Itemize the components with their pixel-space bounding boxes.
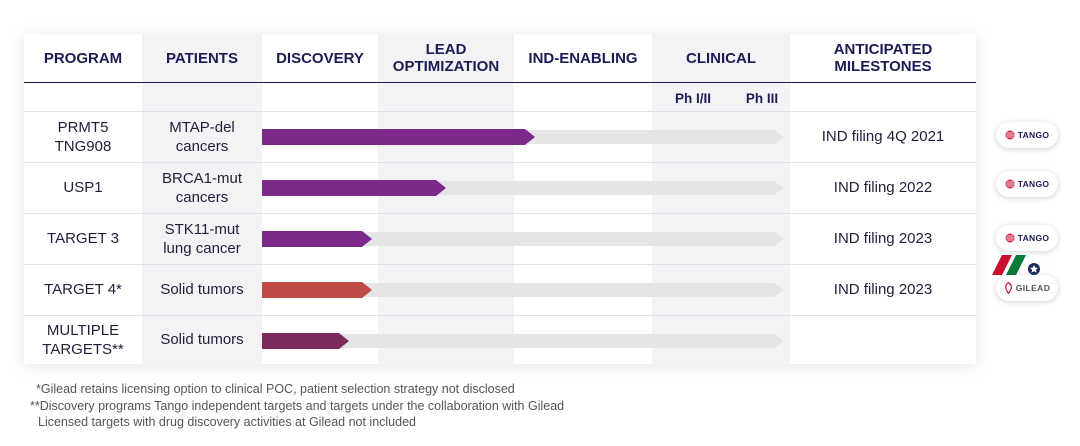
row-3-milestone: IND filing 2023 bbox=[833, 230, 933, 247]
gilead-logo-icon bbox=[1004, 282, 1012, 294]
row-3-progress-bar bbox=[262, 231, 373, 247]
row-divider bbox=[24, 213, 976, 214]
header-clinical: CLINICAL bbox=[686, 49, 756, 67]
row-5-progress-bar bbox=[262, 333, 349, 349]
header-discovery: DISCOVERY bbox=[276, 49, 364, 67]
row-3-patients: STK11-mut lung cancer bbox=[142, 213, 262, 264]
footnote-2: **Discovery programs Tango independent t… bbox=[30, 399, 565, 413]
clinical-column-shade bbox=[652, 34, 790, 364]
header-program: PROGRAM bbox=[43, 49, 123, 67]
watermark-logo-icon bbox=[992, 255, 1040, 275]
tango-badge-row-2: TANGO bbox=[996, 171, 1058, 197]
row-2-program: USP1 bbox=[63, 179, 103, 196]
header-lead-optimization: LEAD OPTIMIZATION bbox=[378, 34, 514, 82]
header-ind-enabling: IND-ENABLING bbox=[528, 49, 638, 67]
tango-logo-icon bbox=[1005, 179, 1015, 189]
row-divider bbox=[24, 111, 976, 112]
row-3-patients-line2: lung cancer bbox=[163, 239, 241, 257]
header-milestones-line2: MILESTONES bbox=[834, 58, 932, 75]
row-1-program: PRMT5 TNG908 bbox=[24, 111, 142, 162]
header-lead-optimization-line1: LEAD bbox=[425, 41, 467, 58]
tango-logo-text: TANGO bbox=[1017, 179, 1050, 189]
row-3-program: TARGET 3 bbox=[47, 230, 119, 247]
row-1-patients-line1: MTAP-del bbox=[169, 118, 235, 136]
footnote-3: Licensed targets with drug discovery act… bbox=[38, 415, 416, 429]
header-lead-optimization-line2: OPTIMIZATION bbox=[392, 58, 500, 75]
row-2-patients: BRCA1-mut cancers bbox=[142, 162, 262, 213]
row-2-patients-line2: cancers bbox=[175, 188, 229, 206]
row-5-program: MULTIPLE TARGETS** bbox=[24, 315, 142, 364]
tango-logo-text: TANGO bbox=[1017, 130, 1050, 140]
row-1-progress-tip bbox=[524, 129, 535, 145]
row-4-track bbox=[262, 283, 784, 297]
row-divider bbox=[24, 315, 976, 316]
row-2-milestone: IND filing 2022 bbox=[833, 179, 933, 196]
row-5-patients: Solid tumors bbox=[160, 331, 244, 348]
row-3-patients-line1: STK11-mut bbox=[164, 220, 240, 238]
tango-badge-row-3: TANGO bbox=[996, 225, 1058, 251]
tango-badge-row-1: TANGO bbox=[996, 122, 1058, 148]
row-1-program-line1: PRMT5 bbox=[57, 118, 109, 136]
row-5-program-line1: MULTIPLE bbox=[46, 321, 120, 339]
row-2-progress-tip bbox=[436, 180, 446, 196]
tango-logo-icon bbox=[1005, 233, 1015, 243]
subheader-phase-3: Ph III bbox=[745, 90, 779, 106]
row-4-progress-tip bbox=[362, 282, 373, 298]
footnote-1: *Gilead retains licensing option to clin… bbox=[36, 382, 515, 396]
tango-logo-icon bbox=[1005, 130, 1015, 140]
row-4-milestone: IND filing 2023 bbox=[833, 281, 933, 298]
header-milestones-line1: ANTICIPATED bbox=[833, 41, 933, 58]
patients-column-shade bbox=[142, 34, 262, 364]
row-5-progress-tip bbox=[339, 333, 349, 349]
header-divider bbox=[24, 82, 976, 83]
row-1-progress-bar bbox=[262, 129, 535, 145]
header-patients: PATIENTS bbox=[166, 49, 238, 67]
header-anticipated-milestones: ANTICIPATED MILESTONES bbox=[790, 34, 976, 82]
lead-optimization-column-shade bbox=[378, 34, 514, 364]
row-divider bbox=[24, 264, 976, 265]
subheader-phase-1-2: Ph I/II bbox=[674, 90, 711, 106]
row-5-program-line2: TARGETS** bbox=[42, 340, 124, 358]
row-1-program-line2: TNG908 bbox=[54, 137, 112, 155]
row-divider bbox=[24, 162, 976, 163]
row-2-patients-line1: BRCA1-mut bbox=[161, 169, 243, 187]
tango-logo-text: TANGO bbox=[1017, 233, 1050, 243]
row-1-patients: MTAP-del cancers bbox=[142, 111, 262, 162]
row-5-track bbox=[262, 334, 784, 348]
row-2-progress-bar bbox=[262, 180, 446, 196]
row-4-program: TARGET 4* bbox=[44, 281, 122, 298]
gilead-logo-text: GILEAD bbox=[1015, 283, 1051, 293]
row-4-progress-bar bbox=[262, 282, 373, 298]
row-1-milestone: IND filing 4Q 2021 bbox=[821, 128, 945, 145]
row-3-track bbox=[262, 232, 784, 246]
row-3-progress-tip bbox=[362, 231, 373, 247]
gilead-badge: GILEAD bbox=[996, 275, 1058, 301]
row-1-patients-line2: cancers bbox=[175, 137, 229, 155]
row-4-patients: Solid tumors bbox=[160, 281, 244, 298]
